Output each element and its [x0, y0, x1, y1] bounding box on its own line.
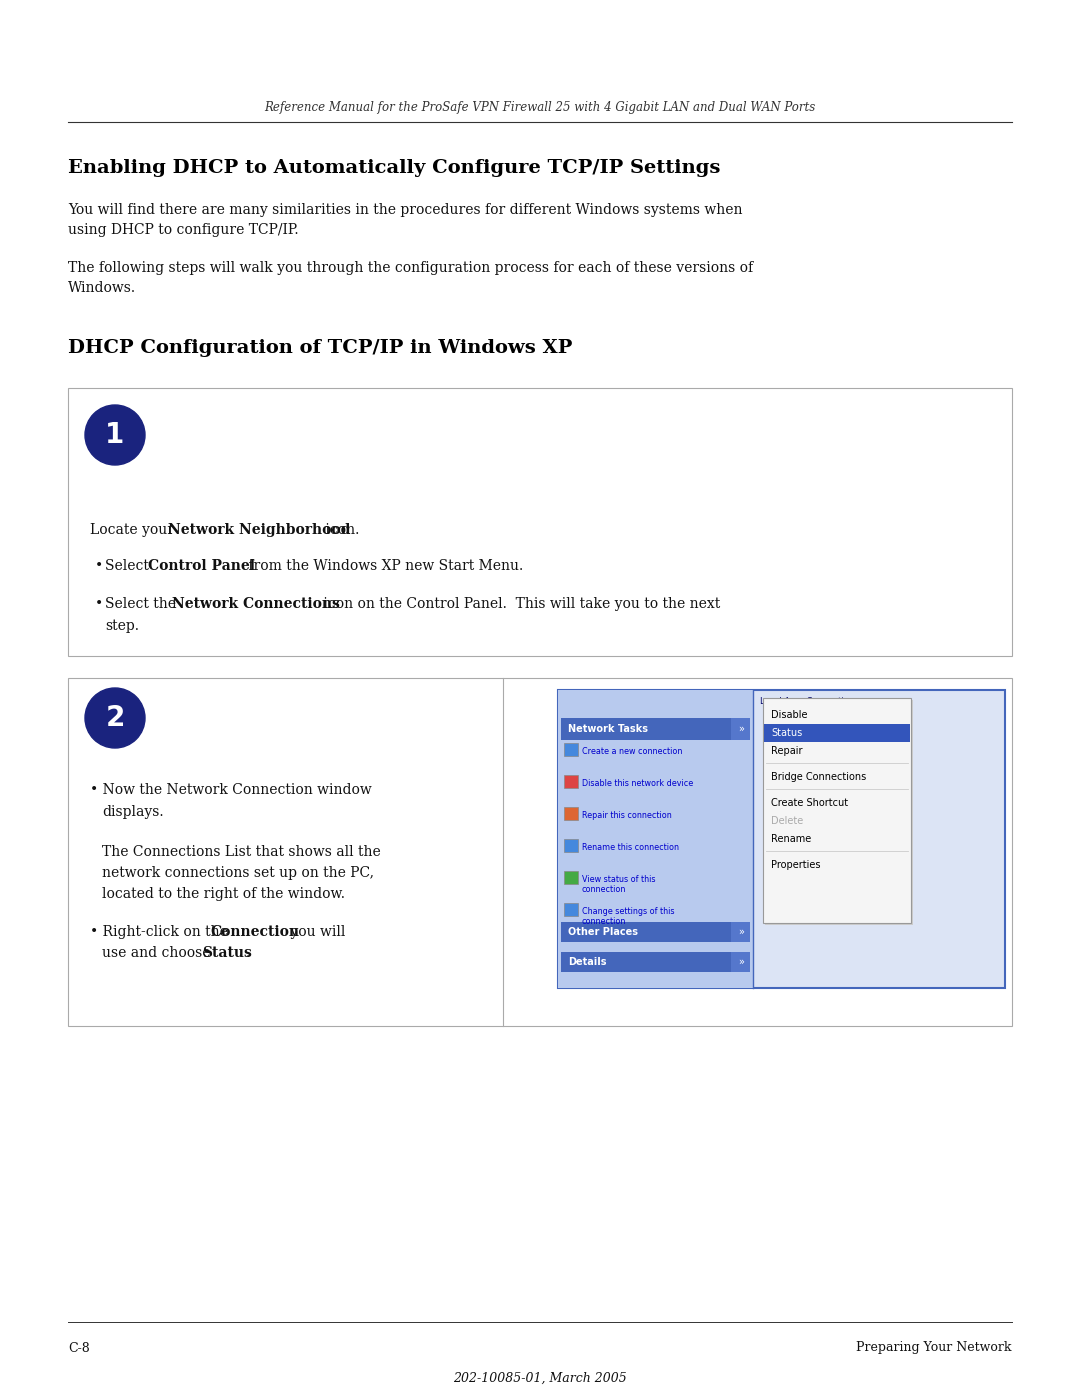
Text: • Now the Network Connection window: • Now the Network Connection window — [90, 782, 372, 798]
Circle shape — [85, 687, 145, 747]
Text: Create Shortcut: Create Shortcut — [771, 798, 848, 807]
Text: Enabling DHCP to Automatically Configure TCP/IP Settings: Enabling DHCP to Automatically Configure… — [68, 159, 720, 177]
Bar — [564, 840, 578, 852]
Bar — [564, 870, 578, 884]
Text: You will find there are many similarities in the procedures for different Window: You will find there are many similaritie… — [68, 203, 743, 217]
Text: Select: Select — [105, 559, 153, 573]
Bar — [561, 922, 750, 942]
Text: Local Area Connection: Local Area Connection — [760, 697, 854, 707]
Text: Reference Manual for the ProSafe VPN Firewall 25 with 4 Gigabit LAN and Dual WAN: Reference Manual for the ProSafe VPN Fir… — [265, 102, 815, 115]
Bar — [731, 718, 750, 740]
Text: Disable: Disable — [771, 710, 808, 719]
Text: »: » — [738, 957, 744, 967]
Bar — [731, 951, 750, 972]
Bar — [564, 775, 578, 788]
Bar — [68, 678, 1012, 1025]
Text: Status: Status — [771, 728, 802, 738]
Text: Windows.: Windows. — [68, 281, 136, 295]
Text: Delete: Delete — [771, 816, 804, 826]
Text: •: • — [95, 559, 104, 573]
Text: Network Connections: Network Connections — [172, 597, 340, 610]
Text: use and choose: use and choose — [102, 946, 215, 960]
Bar — [564, 743, 578, 756]
Text: 1: 1 — [106, 420, 124, 448]
Text: C-8: C-8 — [68, 1341, 90, 1355]
Bar — [762, 698, 912, 923]
Text: Repair this connection: Repair this connection — [582, 810, 672, 820]
Text: .: . — [246, 946, 251, 960]
Text: Control Panel: Control Panel — [148, 559, 255, 573]
Text: displays.: displays. — [102, 805, 164, 819]
Text: Rename: Rename — [771, 834, 811, 844]
Text: from the Windows XP new Start Menu.: from the Windows XP new Start Menu. — [244, 559, 523, 573]
Text: The Connections List that shows all the: The Connections List that shows all the — [102, 845, 381, 859]
Text: using DHCP to configure TCP/IP.: using DHCP to configure TCP/IP. — [68, 224, 299, 237]
Text: •: • — [95, 597, 104, 610]
Text: 202-10085-01, March 2005: 202-10085-01, March 2005 — [454, 1372, 626, 1384]
Text: icon.: icon. — [321, 522, 360, 536]
Bar — [765, 700, 913, 925]
Text: Change settings of this: Change settings of this — [582, 907, 675, 915]
Bar — [764, 724, 910, 742]
Text: Preparing Your Network: Preparing Your Network — [856, 1341, 1012, 1355]
Text: Details: Details — [568, 957, 607, 967]
Text: Properties: Properties — [771, 861, 821, 870]
Text: »: » — [738, 724, 744, 733]
Text: Create a new connection: Create a new connection — [582, 746, 683, 756]
Text: Disable this network device: Disable this network device — [582, 778, 693, 788]
Text: network connections set up on the PC,: network connections set up on the PC, — [102, 866, 374, 880]
Text: 2: 2 — [106, 704, 124, 732]
Text: Select the: Select the — [105, 597, 180, 610]
Bar — [561, 951, 750, 972]
Text: The following steps will walk you through the configuration process for each of : The following steps will walk you throug… — [68, 261, 753, 275]
Text: connection: connection — [582, 918, 626, 926]
Circle shape — [85, 405, 145, 465]
Bar — [731, 922, 750, 942]
Text: step.: step. — [105, 619, 139, 633]
Text: Status: Status — [202, 946, 252, 960]
Bar — [558, 690, 1005, 988]
Text: Repair: Repair — [771, 746, 802, 756]
Text: connection: connection — [582, 886, 626, 894]
Text: »: » — [738, 928, 744, 937]
Text: located to the right of the window.: located to the right of the window. — [102, 887, 345, 901]
Text: icon on the Control Panel.  This will take you to the next: icon on the Control Panel. This will tak… — [319, 597, 720, 610]
Bar — [564, 807, 578, 820]
Text: Connection: Connection — [210, 925, 299, 939]
Bar — [68, 388, 1012, 657]
Text: DHCP Configuration of TCP/IP in Windows XP: DHCP Configuration of TCP/IP in Windows … — [68, 339, 572, 358]
Text: you will: you will — [286, 925, 346, 939]
Text: Other Places: Other Places — [568, 928, 638, 937]
Text: • Right-click on the: • Right-click on the — [90, 925, 232, 939]
Text: Locate your: Locate your — [90, 522, 178, 536]
Text: Bridge Connections: Bridge Connections — [771, 773, 866, 782]
Bar — [561, 718, 750, 740]
Bar — [564, 902, 578, 916]
Bar — [558, 690, 753, 988]
Text: Network Neighborhood: Network Neighborhood — [168, 522, 350, 536]
Text: Rename this connection: Rename this connection — [582, 842, 679, 852]
Text: Network Tasks: Network Tasks — [568, 724, 648, 733]
Text: View status of this: View status of this — [582, 875, 656, 883]
